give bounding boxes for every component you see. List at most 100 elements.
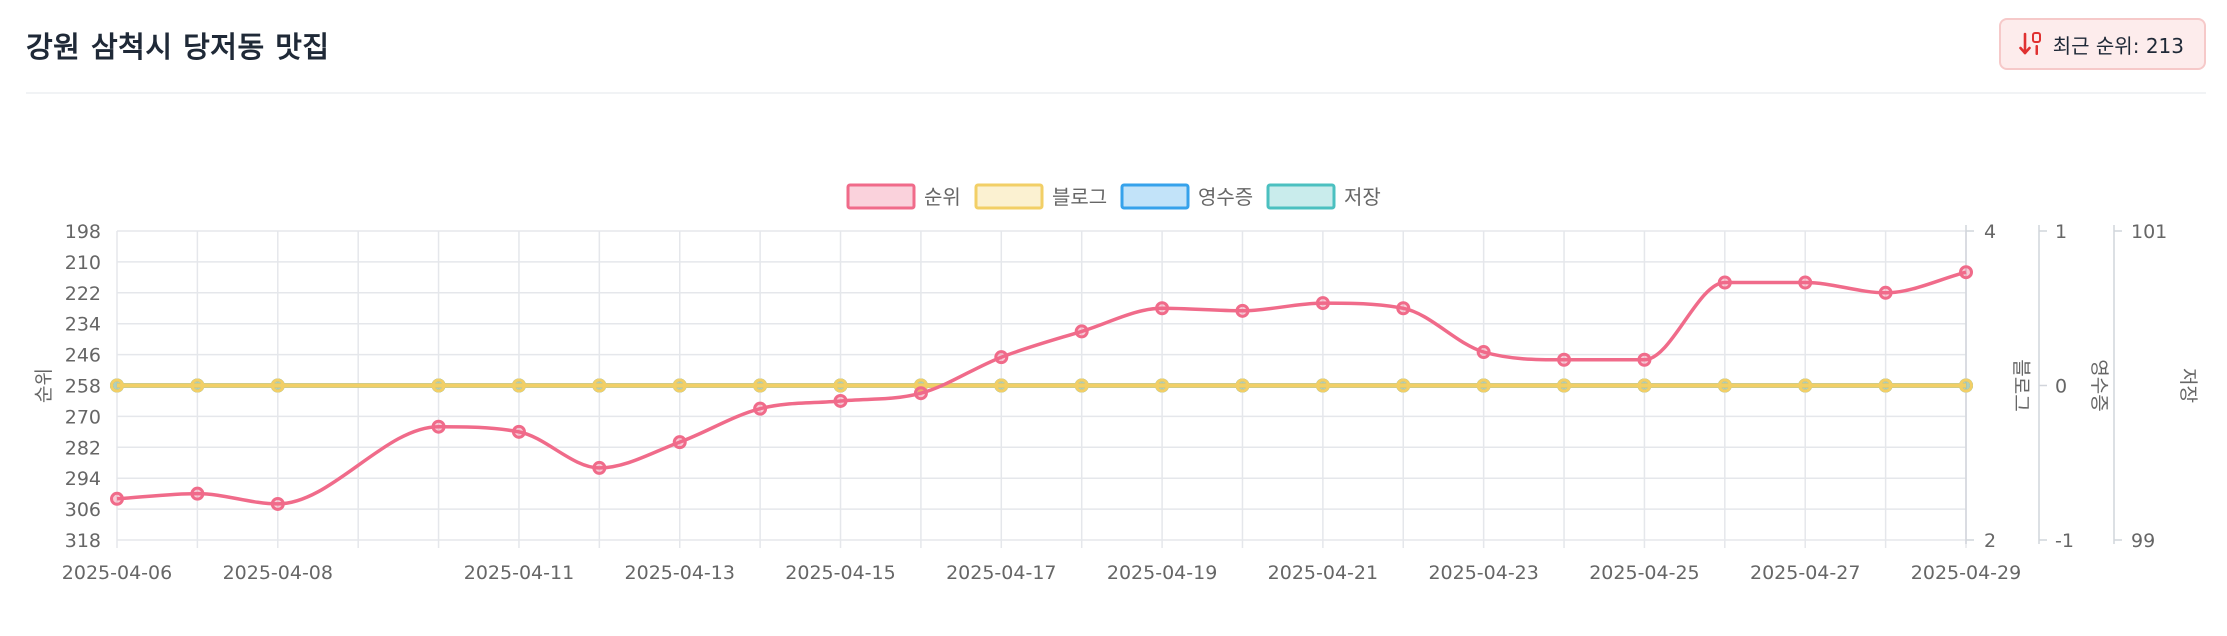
data-point — [1959, 265, 1973, 280]
data-point — [994, 350, 1009, 365]
data-point — [672, 435, 687, 450]
x-tick-label: 2025-04-17 — [946, 562, 1056, 584]
x-tick-label: 2025-04-23 — [1428, 562, 1538, 584]
data-point — [753, 401, 768, 416]
y-axis-title: 순위 — [33, 368, 55, 403]
y-tick-label: -1 — [2055, 530, 2074, 552]
x-tick-label: 2025-04-06 — [62, 562, 172, 584]
y-tick-label: 234 — [65, 314, 101, 336]
y-tick-label: 210 — [65, 252, 101, 274]
x-tick-label: 2025-04-08 — [223, 562, 333, 584]
data-point — [190, 486, 205, 501]
legend-item: 저장 — [1266, 183, 1381, 210]
data-point — [1637, 352, 1652, 367]
chart-legend: 순위 블로그 영수증 저장 — [846, 183, 1381, 210]
legend-item: 순위 — [846, 183, 961, 210]
legend-item: 영수증 — [1120, 183, 1253, 210]
x-tick-label: 2025-04-29 — [1911, 562, 2021, 584]
page-header: 강원 삼척시 당저동 맛집 최근 순위: 213 — [26, 0, 2206, 94]
y-tick-label: 282 — [65, 437, 101, 459]
y-axis-save: 101 99 저장 — [2113, 221, 2199, 552]
data-point — [1476, 378, 1491, 393]
y-tick-label: 1 — [2055, 221, 2067, 243]
data-point — [672, 378, 687, 393]
legend-label: 영수증 — [1198, 185, 1253, 209]
data-point — [431, 378, 446, 393]
y-tick-label: 198 — [65, 221, 101, 243]
data-point — [1557, 378, 1572, 393]
legend-label: 순위 — [924, 185, 961, 209]
data-point — [833, 393, 848, 408]
y-axis-title: 영수증 — [2088, 359, 2110, 411]
series-line — [116, 270, 1967, 506]
data-point — [833, 378, 848, 393]
data-point — [270, 496, 285, 511]
y-axis-receipt: 1 0 -1 영수증 — [2038, 221, 2110, 552]
legend-swatch — [846, 183, 916, 210]
y-tick-label: 306 — [65, 499, 101, 521]
data-point — [511, 378, 526, 393]
y-tick-label: 318 — [65, 530, 101, 552]
data-point — [1557, 352, 1572, 367]
y-axis-blog: 4 2 블로그 — [1965, 221, 2032, 552]
y-tick-label: 246 — [65, 345, 101, 367]
data-point — [1315, 378, 1330, 393]
data-point — [1074, 324, 1089, 339]
x-tick-label: 2025-04-25 — [1589, 562, 1699, 584]
data-point — [913, 386, 928, 401]
data-point — [1476, 345, 1491, 360]
series-blog — [110, 378, 1973, 393]
y-axis-title: 블로그 — [2010, 359, 2032, 411]
y-axis-rank: 198 210 222 234 246 258 270 282 294 306 318 순위 — [33, 221, 101, 552]
y-tick-label: 0 — [2055, 376, 2067, 398]
series-rank — [110, 265, 1973, 511]
page-title: 강원 삼척시 당저동 맛집 — [26, 30, 330, 64]
x-tick-label: 2025-04-27 — [1750, 562, 1860, 584]
y-axis-title: 저장 — [2177, 368, 2199, 403]
y-tick-label: 99 — [2131, 530, 2155, 552]
data-point — [270, 378, 285, 393]
data-point — [1315, 296, 1330, 311]
data-point — [1155, 378, 1170, 393]
data-point — [592, 378, 607, 393]
y-tick-label: 101 — [2131, 221, 2167, 243]
data-point — [994, 378, 1009, 393]
data-point — [1798, 275, 1813, 290]
chart-gridlines — [116, 230, 1967, 548]
data-point — [1637, 378, 1652, 393]
legend-item: 블로그 — [974, 183, 1107, 210]
legend-swatch — [1266, 183, 1336, 210]
data-point — [1235, 303, 1250, 318]
data-point — [1155, 301, 1170, 316]
data-point — [1396, 378, 1411, 393]
y-tick-label: 222 — [65, 283, 101, 305]
y-tick-label: 294 — [65, 468, 101, 490]
data-point — [1717, 378, 1732, 393]
x-tick-label: 2025-04-21 — [1268, 562, 1378, 584]
x-tick-label: 2025-04-19 — [1107, 562, 1217, 584]
data-point — [1959, 378, 1973, 393]
data-point — [1878, 285, 1893, 300]
y-tick-label: 258 — [65, 376, 101, 398]
data-point — [190, 378, 205, 393]
data-point — [1717, 275, 1732, 290]
x-tick-label: 2025-04-15 — [785, 562, 895, 584]
data-point — [511, 424, 526, 439]
data-point — [753, 378, 768, 393]
data-point — [1798, 378, 1813, 393]
data-point — [110, 378, 124, 393]
data-point — [1396, 301, 1411, 316]
legend-label: 블로그 — [1052, 185, 1107, 209]
y-tick-label: 2 — [1984, 530, 1996, 552]
data-point — [431, 419, 446, 434]
data-point — [592, 460, 607, 475]
data-point — [110, 491, 124, 506]
data-point — [1235, 378, 1250, 393]
legend-swatch — [974, 183, 1044, 210]
y-tick-label: 270 — [65, 406, 101, 428]
sort-down-numeric-icon — [2018, 32, 2041, 55]
x-axis: 2025-04-06 2025-04-08 2025-04-11 2025-04-13… — [62, 562, 2021, 584]
recent-rank-label: 최근 순위: — [2052, 33, 2140, 58]
recent-rank-value: 213 — [2145, 33, 2184, 58]
